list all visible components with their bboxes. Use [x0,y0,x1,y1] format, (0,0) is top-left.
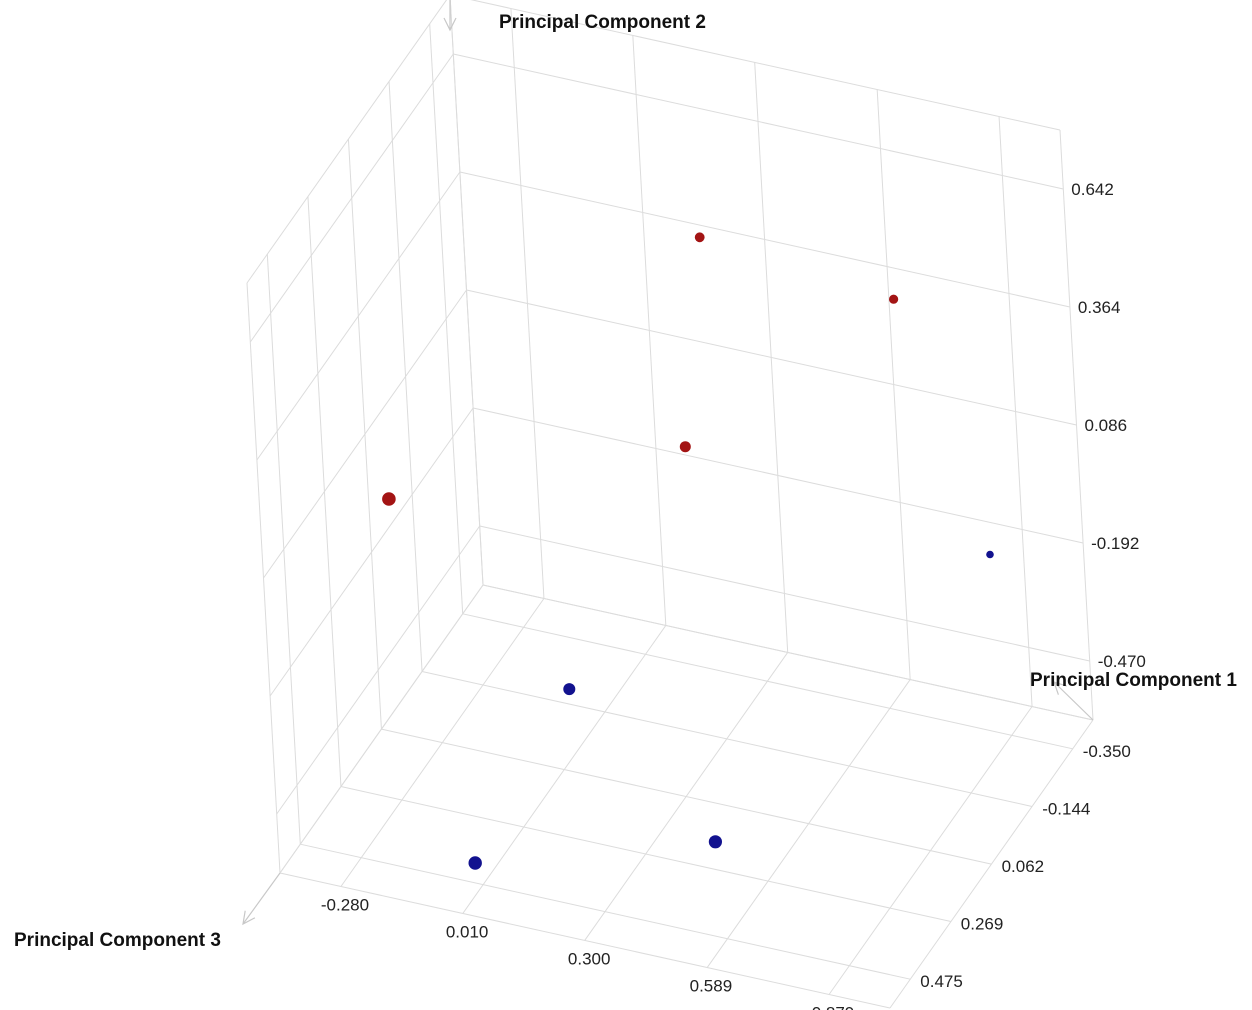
grid-line-left-wall [347,139,382,730]
tick-label-pc3: 0.010 [446,923,489,942]
data-point-series-2 [708,835,723,849]
axis-title-pc3: Principal Component 3 [14,930,221,951]
grid-layer [246,0,1094,1009]
tick-label-pc1: 0.475 [920,972,963,991]
data-point-series-1 [889,294,899,304]
axis-arrow-pc2-head [443,17,457,32]
grid-line-left-wall [246,0,448,284]
tick-label-pc3: -0.280 [321,896,369,915]
grid-line-floor [828,706,1033,995]
grid-line-left-wall [388,81,423,672]
tick-label-pc2: -0.470 [1098,652,1146,671]
grid-line-floor [889,719,1094,1009]
grid-line-floor [340,598,545,887]
tick-label-pc1: 0.269 [961,915,1004,934]
tick-label-pc3: 0.879 [812,1004,855,1010]
tick-label-pc3: 0.300 [568,950,611,969]
tick-label-pc1: -0.144 [1042,799,1090,818]
grid-line-back-wall [876,89,911,680]
axis-arrow-pc3-head [242,910,256,926]
tick-labels: -0.470 -0.192 0.086 0.364 0.642 -0.350 -0.144 0… [321,180,1146,1010]
grid-line-floor [584,652,789,941]
data-point-series-2 [986,550,994,559]
tick-label-pc2: -0.192 [1091,534,1139,553]
axis-title-pc1: Principal Component 1 [1030,670,1237,691]
axis-arrows [242,0,1094,926]
tick-label-pc2: 0.364 [1078,298,1121,317]
tick-label-pc1: -0.350 [1083,742,1131,761]
axis-arrow-pc3 [242,872,281,925]
grid-line-back-wall [510,8,545,599]
axis-arrow-pc1-head [1053,681,1067,695]
tick-label-pc3: 0.589 [690,977,733,996]
data-point-series-2 [468,856,482,870]
data-point-series-2 [563,683,576,696]
grid-line-back-wall [1059,129,1094,721]
data-point-series-1 [694,232,705,243]
grid-line-floor [462,625,667,914]
grid-line-back-wall [754,62,789,653]
grid-line-back-wall [998,116,1033,707]
grid-line-floor [706,679,911,968]
tick-label-pc2: 0.086 [1085,416,1128,435]
grid-line-left-wall [307,196,342,787]
grid-line-back-wall [482,584,1094,721]
grid-line-left-wall [449,0,484,586]
axis-arrow-pc1 [1053,681,1094,721]
tick-label-pc1: 0.062 [1002,857,1045,876]
tick-label-pc2: 0.642 [1071,180,1114,199]
data-point-series-1 [679,441,691,453]
data-points [382,232,994,870]
grid-line-back-wall [632,35,667,626]
grid-line-left-wall [246,282,281,874]
data-point-series-1 [382,492,396,506]
grid-line-left-wall [266,254,301,845]
axis-title-pc2: Principal Component 2 [499,12,706,33]
grid-line-left-wall [429,23,464,614]
